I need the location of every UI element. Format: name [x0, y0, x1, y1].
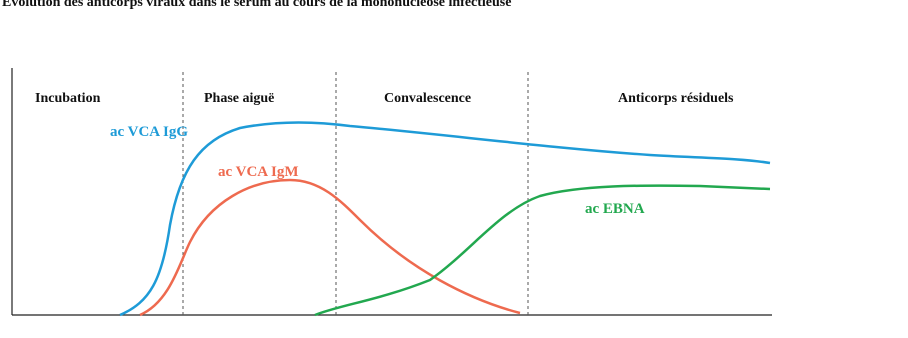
phase-label: Convalescence [384, 91, 471, 106]
curve-label: ac VCA IgG [110, 124, 188, 140]
title: Évolution des anticorps viraux dans le s… [2, 0, 511, 10]
curve-label: ac EBNA [585, 201, 645, 217]
phase-label: Anticorps résiduels [618, 91, 734, 106]
phase-label: Incubation [35, 91, 101, 106]
igm-curve [139, 178, 521, 317]
igg-curve [119, 121, 771, 317]
curve-label: ac VCA IgM [218, 164, 299, 180]
ebna-curve [314, 184, 771, 317]
phase-label: Phase aiguë [204, 91, 274, 106]
